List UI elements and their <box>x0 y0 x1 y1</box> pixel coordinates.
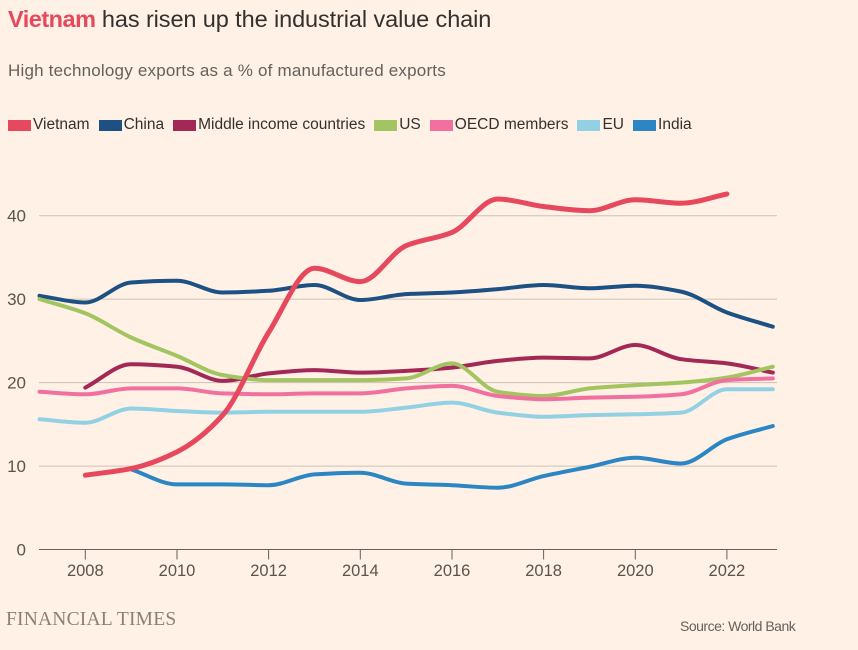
svg-text:10: 10 <box>7 457 26 476</box>
svg-text:40: 40 <box>7 207 26 226</box>
svg-text:2008: 2008 <box>67 562 104 580</box>
svg-text:2010: 2010 <box>159 562 196 580</box>
svg-text:20: 20 <box>7 374 26 393</box>
svg-text:30: 30 <box>7 290 26 309</box>
svg-text:2022: 2022 <box>709 562 746 580</box>
svg-text:2012: 2012 <box>250 562 287 580</box>
svg-text:2014: 2014 <box>342 562 379 580</box>
svg-text:0: 0 <box>17 541 26 560</box>
svg-text:2018: 2018 <box>525 562 562 580</box>
svg-text:2016: 2016 <box>434 562 471 580</box>
svg-text:2020: 2020 <box>617 562 654 580</box>
